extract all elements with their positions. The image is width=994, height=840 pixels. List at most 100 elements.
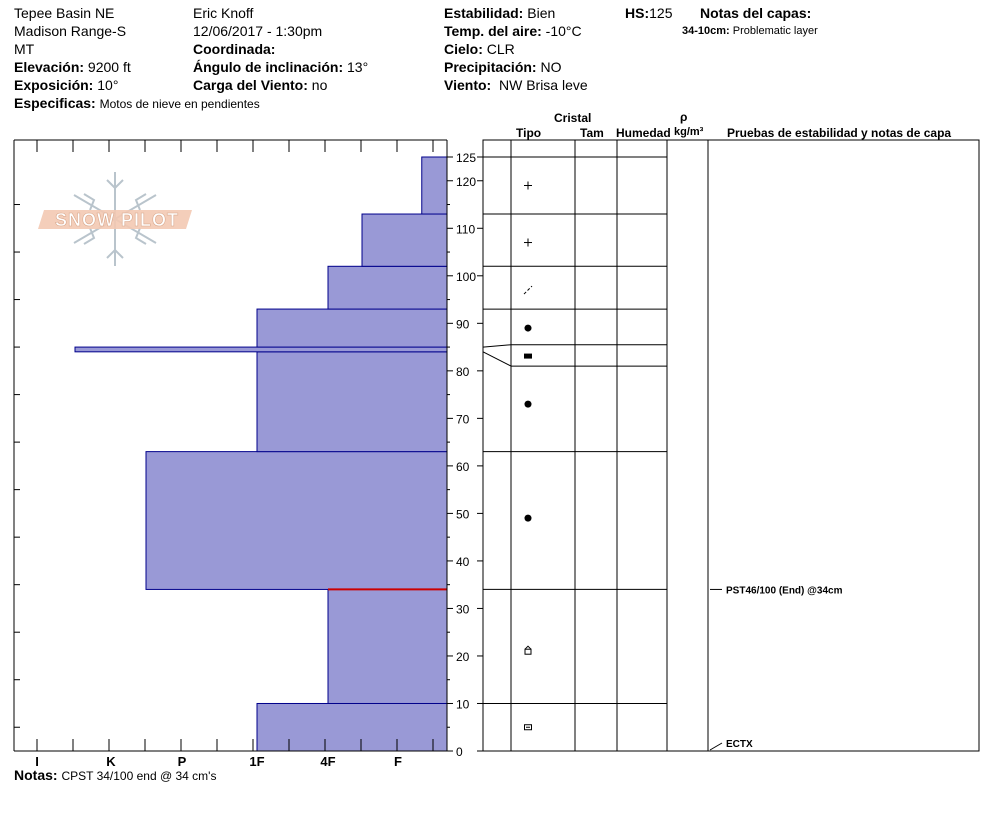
specifics-label: Especificas:: [14, 95, 96, 111]
round-grain-mark: [524, 514, 532, 522]
table-connector-4: [482, 344, 512, 348]
y-tick-label: 60: [456, 460, 470, 474]
state: MT: [14, 41, 35, 57]
x-hardness-label: 4F: [320, 754, 335, 769]
layer-bar-8: [421, 156, 448, 215]
x-hardness-label: P: [178, 754, 187, 769]
test-arrow: [709, 742, 723, 751]
layer-notes-label: Notas del capas:: [700, 5, 812, 21]
layer-bar-4: [74, 346, 448, 353]
y-tick-label: 50: [456, 507, 470, 521]
x-hardness-label: 1F: [249, 754, 264, 769]
elevation: Elevación: 9200 ft: [14, 58, 131, 76]
y-tick-label: 40: [456, 555, 470, 569]
y-tick-label: 120: [456, 175, 476, 189]
air-temp: Temp. del aire: -10°C: [444, 22, 582, 40]
specifics-value: Motos de nieve en pendientes: [99, 97, 260, 111]
y-tick-label: 90: [456, 317, 470, 331]
round-grain-mark: [524, 400, 532, 408]
coordinate-label: Coordinada:: [193, 41, 276, 57]
tests-header: Pruebas de estabilidad y notas de capa: [727, 126, 952, 140]
layer-bar-1: [327, 588, 448, 704]
aspect: Exposición: 10°: [14, 76, 118, 94]
precip-label: Precipitación:: [444, 59, 537, 75]
x-hardness-label: K: [106, 754, 116, 769]
layer-note-depth: 34-10cm:: [682, 25, 730, 37]
y-tick-label: 0: [456, 745, 463, 759]
layer-notes-title: Notas del capas:: [700, 4, 811, 22]
layer-table-border: [482, 139, 980, 752]
aspect-value: 10°: [97, 77, 119, 93]
crystal-symbol-round: [524, 400, 532, 408]
stability-test-label: PST46/100 (End) @34cm: [726, 585, 843, 596]
range: Madison Range-S: [14, 23, 127, 39]
layer-bar-2: [145, 451, 448, 590]
crystal-header: Cristal: [554, 111, 592, 125]
layer-bar-5: [256, 308, 448, 348]
layer-bar-7: [361, 213, 448, 267]
layer-note-text: Problematic layer: [732, 25, 818, 37]
layer-bar-3: [256, 351, 448, 453]
moisture-header: Humedad: [616, 126, 671, 140]
stability-value: Bien: [527, 5, 556, 21]
observer: Eric Knoff: [193, 5, 254, 21]
layer-bar-0: [256, 702, 448, 752]
stability: Estabilidad: Bien: [444, 4, 555, 22]
specifics: Especificas: Motos de nieve en pendiente…: [14, 94, 260, 113]
crystal-symbol-new-snow: [524, 181, 532, 190]
elevation-value: 9200 ft: [87, 59, 131, 75]
facet-box: [524, 648, 532, 655]
stability-test-label: ECTX: [726, 739, 753, 750]
crystal-symbol-faceted: [524, 645, 532, 655]
slope-value: 13°: [347, 59, 369, 75]
crystal-symbol-decomposing: [523, 285, 533, 295]
crystal-symbol-melt-crust: [524, 353, 532, 359]
y-tick-label: 30: [456, 602, 470, 616]
wind-label: Viento:: [444, 77, 492, 93]
notes: Notas: CPST 34/100 end @ 34 cm's: [14, 766, 216, 785]
notes-value: CPST 34/100 end @ 34 cm's: [61, 769, 217, 783]
air-temp-label: Temp. del aire:: [444, 23, 542, 39]
location: Tepee Basin NE: [14, 5, 115, 21]
crystal-symbol-round: [524, 514, 532, 522]
layer-note: 34-10cm: Problematic layer: [682, 22, 818, 40]
hs-label: HS:: [625, 5, 650, 21]
stability-label: Estabilidad:: [444, 5, 524, 21]
snowpilot-logo: SNOW PILOT: [38, 172, 192, 266]
wind-load-value: no: [311, 77, 328, 93]
layer-bar-6: [327, 265, 448, 310]
y-tick-label: 70: [456, 412, 470, 426]
wind-load-label: Carga del Viento:: [193, 77, 308, 93]
y-tick-label: 20: [456, 650, 470, 664]
notes-label: Notas:: [14, 767, 58, 783]
datetime: 12/06/2017 - 1:30pm: [193, 23, 323, 39]
y-tick-label: 125: [456, 151, 476, 165]
aspect-label: Exposición:: [14, 77, 94, 93]
slash-mark: [523, 285, 533, 295]
total-height: HS:125: [625, 4, 672, 22]
y-tick-label: 110: [456, 222, 475, 236]
facet-roof: [524, 645, 532, 650]
sky: Cielo: CLR: [444, 40, 515, 58]
crust-mark: [524, 353, 532, 359]
wind-load: Carga del Viento: no: [193, 76, 327, 94]
hs-value: 125: [649, 5, 673, 21]
precipitation: Precipitación: NO: [444, 58, 561, 76]
wind-value: NW Brisa leve: [498, 77, 588, 93]
crystal-symbol-depth-hoar: [524, 724, 532, 731]
type-header: Tipo: [516, 126, 542, 140]
table-connector-3: [482, 351, 512, 367]
density-unit: kg/m³: [674, 126, 704, 138]
y-tick-label: 80: [456, 365, 470, 379]
sky-label: Cielo:: [444, 41, 483, 57]
wind: Viento: NW Brisa leve: [444, 76, 588, 94]
slope-label: Ángulo de inclinación:: [193, 59, 344, 75]
air-temp-value: -10°C: [545, 23, 582, 39]
coordinate: Coordinada:: [193, 40, 275, 58]
crystal-symbol-new-snow: [524, 238, 532, 247]
slope-angle: Ángulo de inclinación: 13°: [193, 58, 368, 76]
y-tick-label: 100: [456, 270, 476, 284]
elevation-label: Elevación:: [14, 59, 85, 75]
rho-header: ρ: [680, 110, 688, 124]
